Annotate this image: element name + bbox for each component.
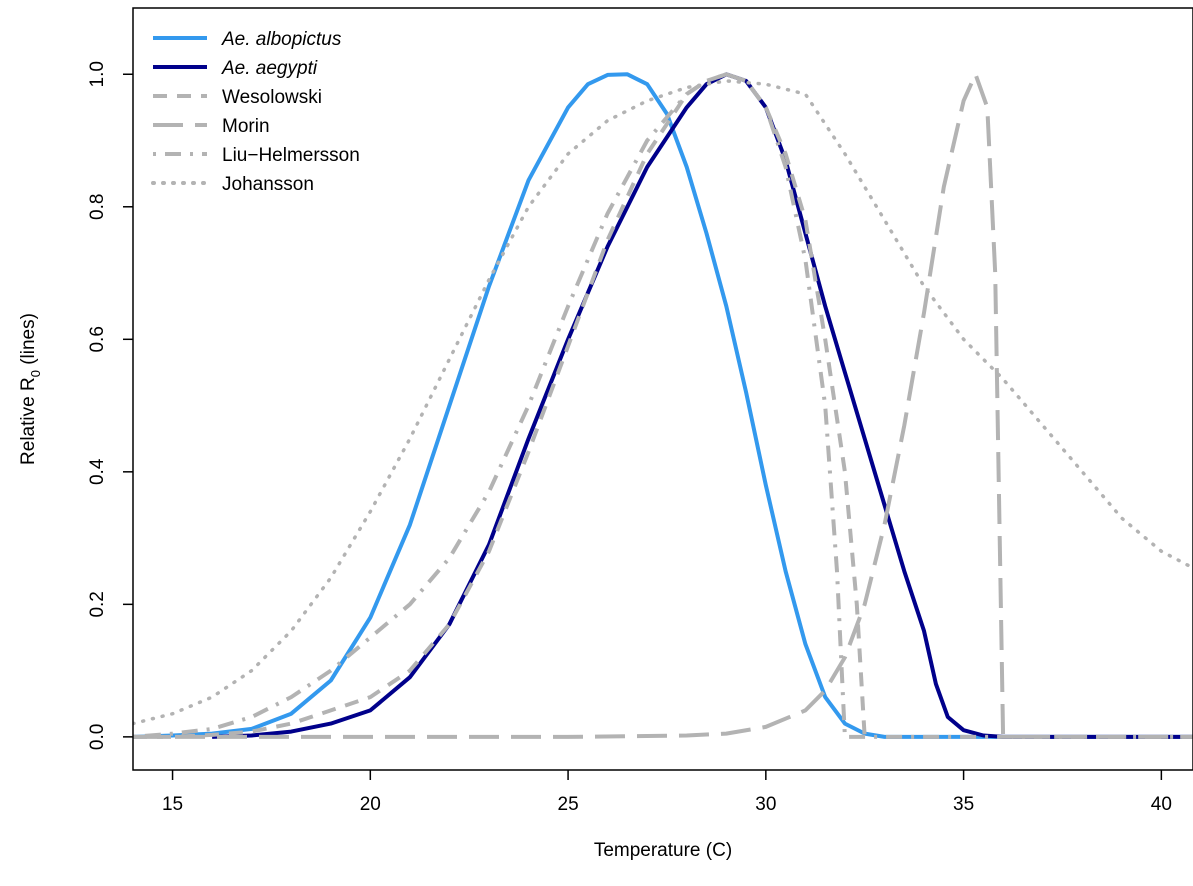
series-line-morin <box>133 72 1193 739</box>
plot-frame <box>132 7 1193 771</box>
y-axis-title: Relative R0 (lines) <box>18 313 43 465</box>
series-line-liu-helmersson <box>133 72 1193 739</box>
x-tick-label: 35 <box>953 794 974 815</box>
y-axis-title-main: Relative R <box>18 377 39 465</box>
legend-label: Ae. albopictus <box>221 29 342 50</box>
x-axis-title: Temperature (C) <box>594 840 732 861</box>
y-tick-label: 0.4 <box>87 458 108 485</box>
legend-label: Ae. aegypti <box>221 58 318 79</box>
legend: Ae. albopictus Ae. aegypti Wesolowski Morin… <box>151 29 360 195</box>
series-line-ae-albopictus <box>133 72 1193 739</box>
y-axis-title-suffix: (lines) <box>18 313 39 370</box>
y-axis-title-subscript: 0 <box>28 370 43 377</box>
legend-label: Morin <box>222 116 270 137</box>
legend-label: Wesolowski <box>222 87 322 108</box>
legend-label: Johansson <box>222 174 314 195</box>
plot-area <box>133 72 1193 739</box>
y-tick-label: 1.0 <box>87 61 108 87</box>
x-tick-label: 25 <box>558 794 579 815</box>
legend-label: Liu−Helmersson <box>222 145 360 166</box>
y-tick-label: 0.0 <box>87 724 108 750</box>
x-tick-label: 15 <box>162 794 183 815</box>
y-tick-label: 0.6 <box>87 326 108 352</box>
y-tick-label: 0.2 <box>87 591 108 617</box>
axes: 15 20 25 30 35 40 0.0 0.2 0.4 0.6 0.8 1.0 <box>87 61 1172 815</box>
x-tick-label: 40 <box>1151 794 1172 815</box>
series-line-johansson <box>133 79 1193 726</box>
x-tick-label: 30 <box>755 794 776 815</box>
x-tick-label: 20 <box>360 794 381 815</box>
y-tick-label: 0.8 <box>87 194 108 220</box>
series-line-ae-aegypti <box>212 72 1193 739</box>
